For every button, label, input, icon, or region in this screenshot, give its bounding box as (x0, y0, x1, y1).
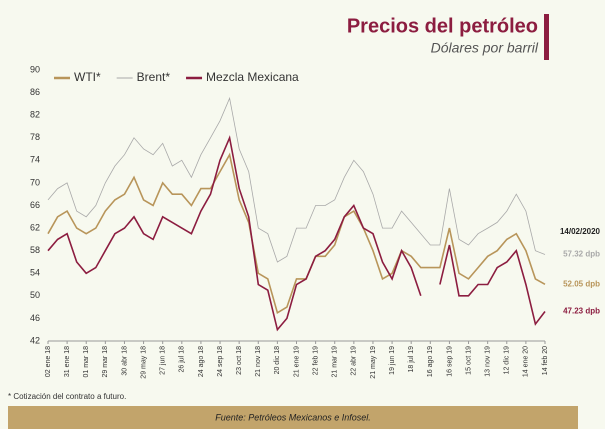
y-tick-label: 46 (30, 313, 40, 323)
series-line (47, 152, 546, 315)
y-tick-label: 50 (30, 290, 40, 300)
y-tick-label: 74 (30, 155, 40, 165)
source-bar (8, 406, 578, 429)
x-tick-label: 26 jul 18 (179, 346, 186, 373)
legend-label: Mezcla Mexicana (206, 70, 299, 84)
end-date: 14/02/2020 (560, 227, 601, 236)
title-bar (544, 14, 549, 60)
y-tick-label: 90 (30, 64, 40, 74)
source: Fuente: Petróleos Mexicanos e Infosel. (215, 412, 371, 422)
x-tick-label: 21 ene 19 (293, 346, 300, 377)
y-tick-label: 58 (30, 245, 40, 255)
end-label: 52.05 dpb (563, 279, 600, 288)
x-tick-label: 20 dic 18 (274, 346, 281, 375)
y-tick-label: 70 (30, 177, 40, 187)
x-tick-label: 14 ene 20 (523, 346, 530, 377)
x-tick-label: 30 abr 18 (121, 346, 128, 376)
chart-title: Precios del petróleo (347, 15, 538, 37)
x-tick-label: 31 ene 18 (64, 346, 71, 377)
y-tick-label: 66 (30, 200, 40, 210)
x-tick-label: 14 feb 20 (542, 346, 549, 375)
x-tick-label: 23 oct 18 (236, 346, 243, 375)
x-tick-label: 13 nov 19 (484, 346, 491, 377)
x-tick-label: 21 may 19 (370, 346, 377, 379)
x-tick-label: 19 jun 19 (389, 346, 396, 375)
chart-subtitle: Dólares por barril (431, 40, 539, 56)
x-tick-label: 24 ago 18 (198, 346, 205, 377)
x-tick-label: 24 sep 18 (217, 346, 224, 377)
x-tick-label: 15 oct 19 (465, 346, 472, 375)
y-tick-label: 54 (30, 268, 40, 278)
y-tick-label: 82 (30, 110, 40, 120)
x-tick-label: 21 mar 19 (332, 346, 339, 378)
x-tick-label: 29 may 18 (140, 346, 147, 379)
x-tick-label: 16 sep 19 (446, 346, 453, 377)
x-tick-label: 29 mar 18 (102, 346, 109, 378)
x-tick-label: 18 jul 19 (408, 346, 415, 373)
x-tick-label: 16 ago 19 (427, 346, 434, 377)
x-tick-label: 22 abr 19 (351, 346, 358, 376)
y-tick-label: 62 (30, 222, 40, 232)
end-label: 57.32 dpb (563, 250, 600, 259)
legend-label: Brent* (137, 70, 171, 84)
x-tick-label: 01 mar 18 (83, 346, 90, 378)
x-tick-label: 27 jun 18 (160, 346, 167, 375)
series-line (47, 96, 546, 263)
legend-label: WTI* (74, 70, 101, 84)
series-line (47, 135, 546, 332)
footnote: * Cotización del contrato a futuro. (8, 392, 126, 401)
y-tick-label: 78 (30, 132, 40, 142)
y-tick-label: 42 (30, 335, 40, 345)
x-tick-label: 12 dic 19 (504, 346, 511, 375)
x-tick-label: 21 nov 18 (255, 346, 262, 377)
end-label: 47.23 dpb (563, 307, 600, 316)
x-tick-label: 02 ene 18 (45, 346, 52, 377)
x-tick-label: 22 feb 19 (312, 346, 319, 375)
y-tick-label: 86 (30, 87, 40, 97)
